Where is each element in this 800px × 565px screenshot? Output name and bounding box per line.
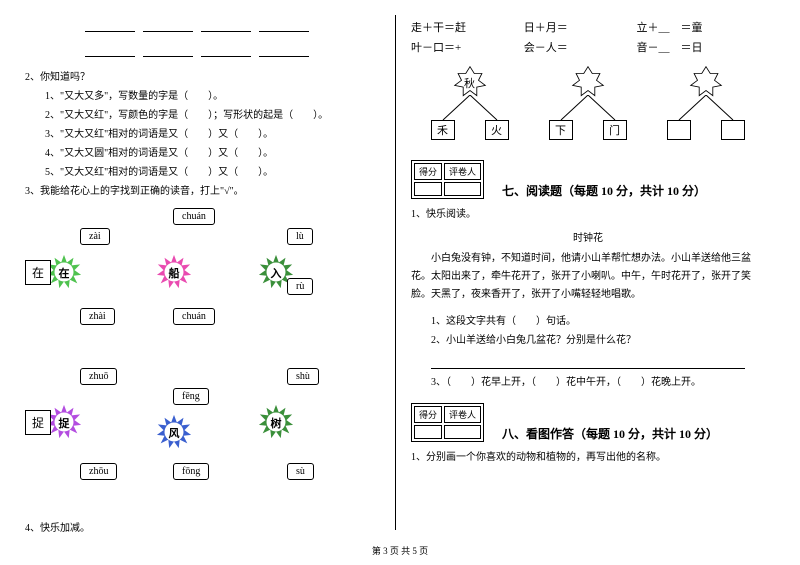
eq-6: 音－__ ＝日 bbox=[637, 39, 747, 55]
tree-2-left: 下 bbox=[549, 120, 573, 140]
pinyin-chuan-1: chuán bbox=[173, 208, 215, 225]
star-icon bbox=[690, 67, 721, 96]
tree-3-right bbox=[721, 120, 745, 140]
s7-sub2: 2、小山羊送给小白兔几盆花？分别是什么花？ bbox=[411, 333, 765, 349]
pinyin-shu-1: shù bbox=[287, 368, 319, 385]
eq-1: 走＋干＝赶 bbox=[411, 19, 521, 35]
flower-chuan: 船 bbox=[155, 253, 193, 291]
page-footer: 第 3 页 共 5 页 bbox=[0, 544, 800, 557]
answer-line bbox=[431, 355, 745, 369]
char-box-zai: 在 bbox=[25, 260, 51, 285]
eq-4: 叶－口＝+ bbox=[411, 39, 521, 55]
tree-3 bbox=[659, 65, 754, 140]
flower-shu-char: 树 bbox=[257, 415, 295, 431]
section-7-title: 七、阅读题（每题 10 分，共计 10 分） bbox=[502, 182, 706, 199]
equation-row-1: 走＋干＝赶 日＋月＝ 立＋__ ＝童 bbox=[411, 19, 765, 35]
q2-item-2: 2、"又大又红"，写颜色的字是（ ）；写形状的起是（ ）。 bbox=[25, 108, 380, 124]
pinyin-feng-1: fēng bbox=[173, 388, 209, 405]
tree-1: 秋 禾 火 bbox=[423, 65, 518, 140]
q3-title: 3、我能给花心上的字找到正确的读音，打上"√"。 bbox=[25, 184, 380, 200]
pinyin-feng-2: fōng bbox=[173, 463, 209, 480]
tree-3-left bbox=[667, 120, 691, 140]
pinyin-zai-1: zài bbox=[80, 228, 110, 245]
s7-q1: 1、快乐阅读。 bbox=[411, 207, 765, 223]
pinyin-ru-2: rù bbox=[287, 278, 313, 295]
star-icon bbox=[572, 67, 603, 96]
pinyin-ru-1: lù bbox=[287, 228, 313, 245]
q2-item-1: 1、"又大又多"，写数量的字是（ ）。 bbox=[25, 89, 380, 105]
grader-label: 评卷人 bbox=[444, 406, 481, 423]
story-text: 小白兔没有钟，不知道时间，他请小山羊帮忙想办法。小山羊送给他三盆花。太阳出来了，… bbox=[411, 250, 765, 304]
blank-lines-row2 bbox=[85, 45, 380, 60]
tree-diagram: 秋 禾 火 下 门 bbox=[411, 65, 765, 140]
pinyin-zhuo-2: zhōu bbox=[80, 463, 117, 480]
equation-row-2: 叶－口＝+ 会－人＝ 音－__ ＝日 bbox=[411, 39, 765, 55]
q2-item-3: 3、"又大又红"相对的词语是又（ ）又（ ）。 bbox=[25, 127, 380, 143]
pinyin-zai-2: zhài bbox=[80, 308, 115, 325]
tree-2: 下 门 bbox=[541, 65, 636, 140]
grader-label: 评卷人 bbox=[444, 163, 481, 180]
s8-q1: 1、分别画一个你喜欢的动物和植物的，再写出他的名称。 bbox=[411, 450, 765, 466]
story-title: 时钟花 bbox=[411, 229, 765, 244]
pinyin-chuan-2: chuán bbox=[173, 308, 215, 325]
blank-lines-row1 bbox=[85, 20, 380, 35]
flower-chuan-char: 船 bbox=[155, 265, 193, 281]
q4-title: 4、快乐加减。 bbox=[25, 521, 380, 537]
flower-shu: 树 bbox=[257, 403, 295, 441]
char-box-zhuo: 捉 bbox=[25, 410, 51, 435]
score-table-8: 得分评卷人 bbox=[411, 403, 484, 442]
q2-item-5: 5、"又大又红"相对的词语是又（ ）又（ ）。 bbox=[25, 165, 380, 181]
section-8-title: 八、看图作答（每题 10 分，共计 10 分） bbox=[502, 425, 718, 442]
section-8-header: 得分评卷人 八、看图作答（每题 10 分，共计 10 分） bbox=[411, 403, 765, 442]
eq-2: 日＋月＝ bbox=[524, 19, 634, 35]
score-label: 得分 bbox=[414, 406, 442, 423]
q2-item-4: 4、"又大又圆"相对的词语是又（ ）又（ ）。 bbox=[25, 146, 380, 162]
flower-diagram: chuán zài lù 在 船 入 在 rù zhài chuán zhuō … bbox=[25, 208, 380, 518]
flower-feng: 风 bbox=[155, 413, 193, 451]
eq-3: 立＋__ ＝童 bbox=[637, 19, 747, 35]
section-7-header: 得分评卷人 七、阅读题（每题 10 分，共计 10 分） bbox=[411, 160, 765, 199]
pinyin-zhuo-1: zhuō bbox=[80, 368, 117, 385]
s7-sub1: 1、这段文字共有（ ）句话。 bbox=[411, 314, 765, 330]
tree-1-top: 秋 bbox=[453, 75, 487, 91]
tree-2-right: 门 bbox=[603, 120, 627, 140]
pinyin-shu-2: sù bbox=[287, 463, 314, 480]
flower-feng-char: 风 bbox=[155, 425, 193, 441]
s7-sub3: 3、（ ）花早上开，（ ）花中午开，（ ）花晚上开。 bbox=[411, 375, 765, 391]
q2-title: 2、你知道吗？ bbox=[25, 70, 380, 86]
tree-1-right: 火 bbox=[485, 120, 509, 140]
eq-5: 会－人＝ bbox=[524, 39, 634, 55]
tree-1-left: 禾 bbox=[431, 120, 455, 140]
score-table-7: 得分评卷人 bbox=[411, 160, 484, 199]
score-label: 得分 bbox=[414, 163, 442, 180]
